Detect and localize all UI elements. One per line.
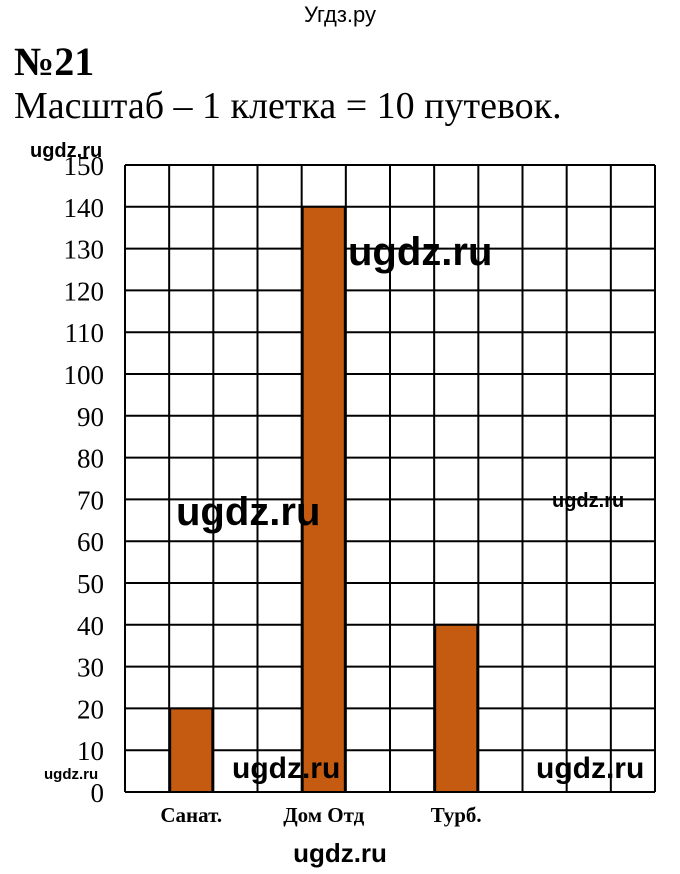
watermark: ugdz.ru bbox=[536, 752, 645, 785]
bar bbox=[434, 623, 479, 793]
y-tick-label: 40 bbox=[77, 611, 104, 641]
y-tick-label: 120 bbox=[64, 276, 105, 306]
y-tick-label: 110 bbox=[65, 318, 105, 348]
y-tick-label: 0 bbox=[91, 778, 105, 808]
problem-number: №21 bbox=[14, 39, 95, 84]
watermark: ugdz.ru bbox=[552, 490, 625, 512]
y-tick-label: 10 bbox=[77, 736, 104, 766]
watermark: ugdz.ru bbox=[232, 752, 341, 785]
chart-bars bbox=[169, 205, 479, 794]
y-tick-label: 130 bbox=[64, 235, 105, 265]
watermark: ugdz.ru bbox=[348, 230, 493, 274]
y-tick-labels: 0 10 20 30 40 50 60 70 80 90 100 110 120 130 140 150 bbox=[64, 151, 105, 808]
y-tick-label: 140 bbox=[64, 193, 105, 223]
scale-text: Масштаб – 1 клетка = 10 путевок. bbox=[14, 85, 562, 127]
watermark: ugdz.ru bbox=[176, 490, 321, 534]
y-tick-label: 100 bbox=[64, 360, 105, 390]
y-tick-label: 50 bbox=[77, 569, 104, 599]
watermark-top: Угдз.ру bbox=[303, 2, 377, 27]
x-tick-label: Дом Отд bbox=[283, 803, 364, 827]
y-tick-label: 20 bbox=[77, 694, 104, 724]
watermark-bottom: ugdz.ru bbox=[293, 838, 387, 868]
bar bbox=[301, 205, 346, 794]
x-tick-labels: Санат. Дом Отд Турб. bbox=[160, 803, 481, 827]
watermark: ugdz.ru bbox=[30, 140, 103, 162]
bar bbox=[169, 707, 214, 794]
x-tick-label: Санат. bbox=[160, 803, 222, 827]
y-tick-label: 90 bbox=[77, 402, 104, 432]
y-tick-label: 150 bbox=[64, 151, 105, 181]
y-tick-label: 70 bbox=[77, 485, 104, 515]
x-tick-label: Турб. bbox=[431, 803, 482, 827]
watermark: ugdz.ru bbox=[44, 766, 99, 783]
y-tick-label: 80 bbox=[77, 444, 104, 474]
y-tick-label: 60 bbox=[77, 527, 104, 557]
y-tick-label: 30 bbox=[77, 653, 104, 683]
